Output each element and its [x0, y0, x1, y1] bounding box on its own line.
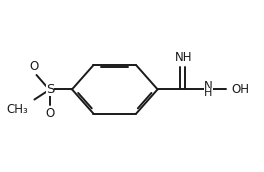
Text: H: H — [204, 88, 212, 98]
Text: NH: NH — [175, 51, 192, 64]
Text: O: O — [29, 60, 39, 73]
Text: OH: OH — [231, 83, 249, 96]
Text: N: N — [204, 80, 213, 93]
Text: S: S — [46, 83, 54, 96]
Text: CH₃: CH₃ — [7, 103, 29, 116]
Text: O: O — [45, 107, 55, 120]
